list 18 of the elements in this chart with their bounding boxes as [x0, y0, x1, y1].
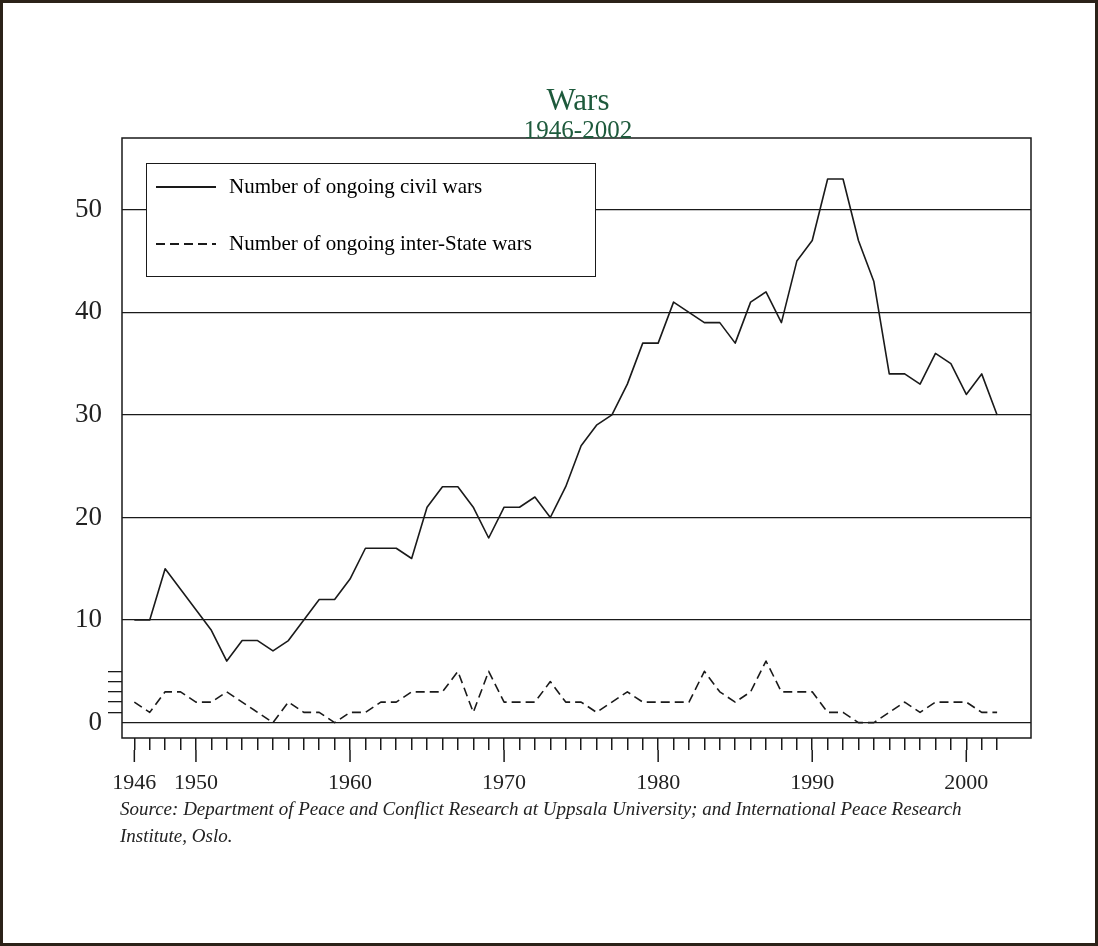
- x-tick-label: 1960: [328, 768, 373, 794]
- y-tick-label: 0: [88, 705, 102, 736]
- x-tick-label: 1946: [112, 768, 157, 794]
- legend-label: Number of ongoing inter-State wars: [229, 231, 532, 256]
- x-tick-label: 1990: [790, 768, 835, 794]
- y-tick-label: 10: [75, 603, 102, 634]
- x-tick-label: 1980: [636, 768, 681, 794]
- y-tick-label: 40: [75, 295, 102, 326]
- source-note: Source: Department of Peace and Conflict Research at Uppsala University; and International Peace Research Institute, Oslo.: [120, 797, 963, 848]
- x-tick-label: 1970: [482, 768, 527, 794]
- y-tick-label: 50: [75, 192, 102, 223]
- y-tick-label: 20: [75, 500, 102, 531]
- y-tick-label: 30: [75, 398, 102, 429]
- x-tick-label: 1950: [173, 768, 218, 794]
- chart-subtitle: 1946-2002: [522, 115, 634, 145]
- x-tick-label: 2000: [944, 768, 989, 794]
- legend-label: Number of ongoing civil wars: [229, 174, 483, 199]
- chart-title: Wars: [545, 82, 611, 117]
